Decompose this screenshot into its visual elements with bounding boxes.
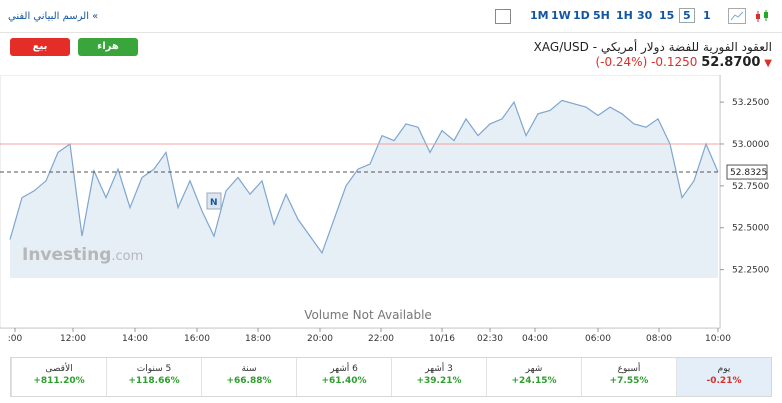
stat-label: أسبوع (617, 364, 641, 374)
price-box: (-0.24%) -0.1250 52.8700 ▼ (595, 55, 772, 70)
change: -0.1250 (651, 55, 698, 69)
stat-label: يوم (717, 364, 731, 374)
x-tick-label: 06:00 (585, 334, 611, 344)
stat-value: +7.55% (609, 376, 649, 386)
buy-button[interactable]: هراء (78, 38, 138, 56)
timeframe-button[interactable]: 1H (616, 9, 633, 22)
stat-label: الأقصى (45, 364, 73, 374)
timeframe-button[interactable]: 1W (551, 9, 571, 22)
chart-type-icons[interactable] (728, 8, 774, 26)
price-line (9, 99, 719, 255)
instrument-title: XAG/USD - العقود الفورية للفضة دولار أمر… (533, 40, 772, 54)
volume-note: Volume Not Available (304, 308, 432, 322)
watermark-main: Investing (22, 245, 111, 265)
stat-label: 6 أشهر (330, 364, 358, 374)
stat-cell: الأقصى +811.20% (11, 358, 106, 396)
marker-label[interactable]: N (210, 198, 218, 208)
x-tick-label: 10:00 (705, 334, 731, 344)
timeframe-button[interactable]: 5 (679, 8, 695, 23)
x-tick-label: :00 (8, 334, 23, 344)
change-pct: (-0.24%) (595, 55, 648, 69)
table-icon[interactable] (495, 9, 511, 24)
stat-cell: 6 أشهر +61.40% (296, 358, 391, 396)
stat-value: +118.66% (128, 376, 180, 386)
x-tick-label: 16:00 (184, 334, 210, 344)
stat-cell: 5 سنوات +118.66% (106, 358, 201, 396)
stat-cell: أسبوع +7.55% (581, 358, 676, 396)
timeframe-button[interactable]: 30 (637, 9, 653, 22)
sell-button[interactable]: بيع (10, 38, 70, 56)
timeframe-button[interactable]: 15 (659, 9, 675, 22)
down-arrow: ▼ (764, 58, 772, 69)
stat-label: 5 سنوات (136, 364, 172, 374)
x-tick-label: 04:00 (522, 334, 548, 344)
toolbar: الرسم البياني الفني « 1M 1W 1D 5H 1H 30 15 5 1 (0, 0, 782, 33)
y-tick-label: 52.2500 (732, 266, 769, 276)
timeframe-button[interactable]: 1M (530, 9, 549, 22)
y-tick-label: 53.0000 (732, 140, 769, 150)
x-tick-label: 08:00 (646, 334, 672, 344)
watermark-suffix: .com (111, 249, 143, 264)
stat-label: شهر (525, 364, 543, 374)
stat-label: 3 أشهر (425, 364, 453, 374)
timeframe-button[interactable]: 1 (703, 9, 711, 22)
stat-cell: سنة +66.88% (201, 358, 296, 396)
x-tick-label: 12:00 (60, 334, 86, 344)
timeframe-button[interactable]: 5H (593, 9, 610, 22)
x-tick-label: 02:30 (477, 334, 503, 344)
watermark: Investing.com (22, 245, 143, 265)
timeframe-button[interactable]: 1D (573, 9, 590, 22)
stat-value: +66.88% (226, 376, 272, 386)
y-tick-label: 52.5000 (732, 224, 769, 234)
stat-value: +24.15% (511, 376, 557, 386)
stat-cell: شهر +24.15% (486, 358, 581, 396)
x-tick-label: 20:00 (307, 334, 333, 344)
x-tick-label: 18:00 (245, 334, 271, 344)
technical-link[interactable]: الرسم البياني الفني « (8, 11, 99, 22)
stat-cell: يوم -0.21% (676, 358, 771, 396)
area (10, 100, 718, 279)
price: 52.8700 (701, 55, 761, 70)
stat-value: +811.20% (33, 376, 85, 386)
last-price-box (726, 164, 768, 180)
stat-label: سنة (241, 364, 257, 374)
last-price-label: 52.8325 (730, 168, 767, 178)
stat-value: +39.21% (416, 376, 462, 386)
x-tick-label: 10/16 (429, 334, 455, 344)
marker-box (206, 192, 222, 210)
performance-row: يوم -0.21% أسبوع +7.55% شهر +24.15% 3 أشهر +39.… (10, 357, 772, 397)
y-tick-label: 53.2500 (732, 98, 769, 108)
x-tick-label: 22:00 (368, 334, 394, 344)
stat-value: -0.21% (706, 376, 742, 386)
y-tick-label: 52.7500 (732, 182, 769, 192)
chart: 52.2500 52.5000 52.7500 53.0000 53.2500 52.83… (0, 75, 769, 344)
x-tick-label: 14:00 (122, 334, 148, 344)
stat-cell: 3 أشهر +39.21% (391, 358, 486, 396)
stat-value: +61.40% (321, 376, 367, 386)
